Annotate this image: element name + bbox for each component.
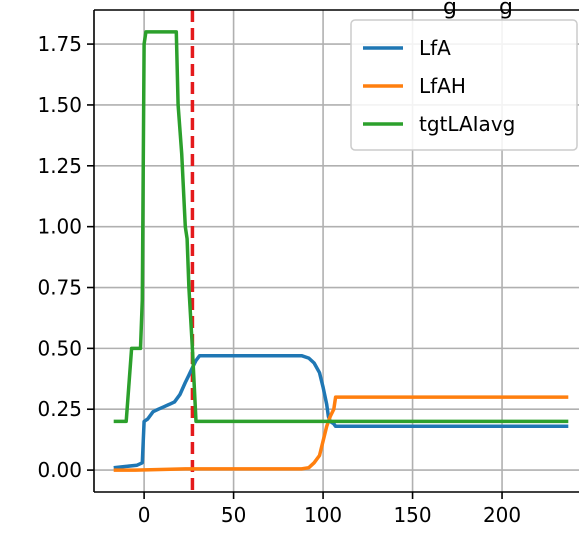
x-tick-label: 0 bbox=[138, 503, 151, 527]
x-tick-label: 50 bbox=[221, 503, 246, 527]
y-tick-label: 1.75 bbox=[37, 32, 82, 56]
y-tick-label: 0.25 bbox=[37, 397, 82, 421]
x-tick-label: 150 bbox=[393, 503, 431, 527]
legend-label-tgtlaiavg: tgtLAIavg bbox=[419, 112, 515, 136]
x-tick-label: 200 bbox=[483, 503, 521, 527]
series-line-tgtlaiavg bbox=[113, 30, 569, 424]
legend: LfA LfAH tgtLAIavg bbox=[350, 19, 578, 151]
legend-label-lfah: LfAH bbox=[419, 74, 466, 98]
y-tick-label: 1.50 bbox=[37, 93, 82, 117]
tick-labels: 0 50 100 150 200 0.00 0.25 0.50 0.75 1.00 1.25 1.50… bbox=[37, 32, 521, 527]
y-tick-label: 0.75 bbox=[37, 276, 82, 300]
y-tick-label: 0.00 bbox=[37, 458, 82, 482]
legend-label-lfa: LfA bbox=[419, 36, 451, 60]
x-tick-label: 100 bbox=[304, 503, 342, 527]
series-line-lfah bbox=[113, 395, 569, 472]
chart-title-fragment: g g bbox=[443, 0, 513, 20]
y-tick-label: 1.25 bbox=[37, 154, 82, 178]
series-line-lfa bbox=[113, 353, 569, 470]
legend-box bbox=[350, 19, 578, 151]
y-tick-label: 0.50 bbox=[37, 336, 82, 360]
series-lines bbox=[113, 30, 569, 472]
axes bbox=[87, 9, 579, 499]
y-tick-label: 1.00 bbox=[37, 215, 82, 239]
